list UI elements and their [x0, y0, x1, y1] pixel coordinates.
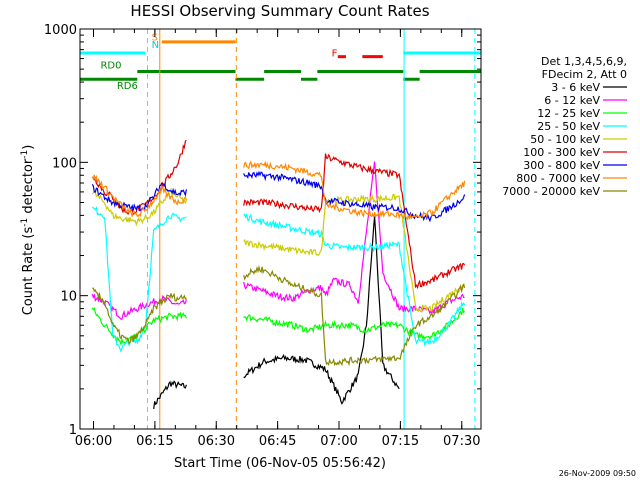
x-tick-label: 06:00 — [75, 434, 112, 449]
series-line — [153, 216, 400, 409]
series-line — [92, 264, 466, 367]
x-tick-label: 07:00 — [320, 434, 357, 449]
y-label-exponent: -1 — [20, 150, 30, 159]
y-tick-label: 1000 — [44, 23, 77, 38]
x-axis-label: Start Time (06-Nov-05 05:56:42) — [174, 456, 386, 471]
y-tick-label: 100 — [52, 156, 77, 171]
legend-entry-label: 300 - 800 keV — [523, 159, 600, 172]
legend-entry-label: 25 - 50 keV — [537, 120, 600, 133]
axes: 1 10 100 1000 06:00 06:15 06:30 06:45 07:00 07:15… — [44, 23, 481, 449]
flag-letter-n: N — [152, 40, 159, 51]
x-tick-label: 07:15 — [382, 434, 419, 449]
y-label-part: ) — [21, 145, 36, 150]
legend-header-line: Det 1,3,4,5,6,9, — [541, 55, 627, 68]
legend-entry-label: 100 - 300 keV — [523, 146, 600, 159]
state-label-rd6: RD6 — [117, 81, 138, 92]
plot-frame — [79, 28, 482, 430]
x-tick-label: 06:30 — [198, 434, 235, 449]
plot-area: RD0 RD6 NS F — [80, 29, 481, 429]
y-tick-label: 10 — [60, 290, 77, 305]
legend-entry-label: 7000 - 20000 keV — [502, 185, 600, 198]
x-tick-label: 06:45 — [259, 434, 296, 449]
legend: Det 1,3,4,5,6,9, FDecim 2, Att 0 3 - 6 k… — [502, 55, 627, 198]
y-axis-label: Count Rate (s-1 detector-1) — [20, 145, 36, 316]
series-line — [91, 206, 466, 353]
x-tick-label: 07:30 — [443, 434, 480, 449]
y-label-part: detector — [21, 158, 36, 218]
legend-entry-label: 800 - 7000 keV — [516, 172, 600, 185]
legend-entry-label: 6 - 12 keV — [544, 94, 600, 107]
x-tick-label: 06:15 — [136, 434, 173, 449]
flag-letter-s: S — [152, 32, 158, 43]
legend-entry-label: 3 - 6 keV — [551, 81, 600, 94]
y-tick-label: 1 — [69, 423, 77, 438]
series-line — [91, 187, 465, 313]
chart-title: HESSI Observing Summary Count Rates — [130, 2, 429, 20]
series-line — [91, 160, 466, 221]
series-line — [91, 170, 466, 223]
legend-header-line: FDecim 2, Att 0 — [542, 68, 627, 81]
flag-letter-f: F — [332, 49, 338, 60]
legend-entry-label: 12 - 25 keV — [537, 107, 600, 120]
y-label-part: Count Rate (s — [21, 227, 36, 316]
legend-entry-label: 50 - 100 keV — [530, 133, 600, 146]
state-label-rd0: RD0 — [100, 61, 121, 72]
y-label-exponent: -1 — [20, 218, 30, 227]
footer-timestamp: 26-Nov-2009 09:50 — [559, 469, 636, 478]
